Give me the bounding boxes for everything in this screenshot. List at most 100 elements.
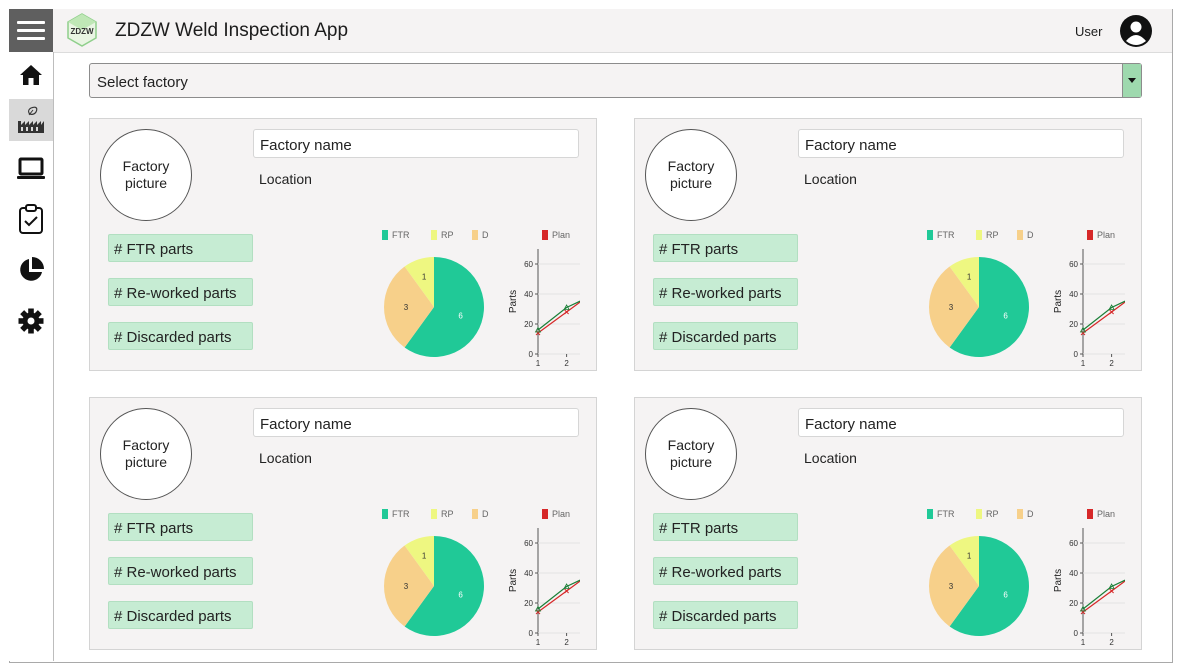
pie-legend-label: FTR	[937, 509, 955, 519]
factory-picture-label: Factory picture	[123, 158, 170, 192]
pie-legend-swatch	[472, 230, 478, 240]
pie-legend-swatch	[431, 509, 437, 519]
pie-legend-label: RP	[441, 230, 454, 240]
factory-card[interactable]: Factory picture Factory name Location # F…	[634, 118, 1142, 371]
sidebar-item-devices[interactable]	[9, 148, 53, 190]
x-tick-label: 1	[536, 359, 541, 368]
reworked-parts-stat[interactable]: # Re-worked parts	[653, 557, 798, 585]
factory-picture: Factory picture	[645, 408, 737, 500]
pie-legend-swatch	[382, 230, 388, 240]
factory-charts: FTRRPD631PlanDone020406012345DaysParts	[280, 504, 580, 649]
app-title: ZDZW Weld Inspection App	[115, 20, 348, 42]
y-tick-label: 60	[1069, 539, 1078, 548]
ftr-parts-stat[interactable]: # FTR parts	[653, 513, 798, 541]
factory-icon	[16, 105, 46, 135]
pie-legend-swatch	[976, 509, 982, 519]
pie-slice-label: 3	[404, 303, 409, 312]
factory-card[interactable]: Factory picture Factory name Location # F…	[89, 118, 597, 371]
factory-name-field[interactable]: Factory name	[798, 408, 1124, 437]
factory-name-field[interactable]: Factory name	[798, 129, 1124, 158]
x-tick-label: 2	[1109, 638, 1114, 647]
pie-slice-label: 3	[949, 582, 954, 591]
sidebar-item-home[interactable]	[9, 54, 53, 96]
factory-picture: Factory picture	[100, 408, 192, 500]
plan-point	[1110, 310, 1114, 314]
y-tick-label: 20	[1069, 599, 1078, 608]
ftr-parts-stat[interactable]: # FTR parts	[653, 234, 798, 262]
pie-slice-label: 1	[422, 273, 427, 282]
pie-legend-swatch	[1017, 230, 1023, 240]
sidebar	[9, 52, 54, 661]
y-tick-label: 40	[524, 569, 533, 578]
discarded-parts-stat[interactable]: # Discarded parts	[108, 322, 253, 350]
factory-card[interactable]: Factory picture Factory name Location # F…	[89, 397, 597, 650]
y-tick-label: 60	[1069, 260, 1078, 269]
pie-legend-label: D	[482, 230, 489, 240]
factory-name-field[interactable]: Factory name	[253, 129, 579, 158]
reworked-parts-stat[interactable]: # Re-worked parts	[108, 278, 253, 306]
pie-legend-label: RP	[986, 509, 999, 519]
pie-slice-label: 6	[458, 312, 463, 321]
discarded-parts-stat[interactable]: # Discarded parts	[653, 322, 798, 350]
plan-point	[565, 589, 569, 593]
discarded-parts-stat[interactable]: # Discarded parts	[653, 601, 798, 629]
dropdown-arrow-icon[interactable]	[1122, 64, 1141, 97]
line-series-plan	[1083, 530, 1125, 613]
home-icon	[19, 64, 43, 86]
reworked-parts-stat[interactable]: # Re-worked parts	[653, 278, 798, 306]
logo-text: ZDZW	[70, 27, 94, 36]
discarded-parts-stat[interactable]: # Discarded parts	[108, 601, 253, 629]
pie-legend-swatch	[1017, 509, 1023, 519]
y-axis-label: Parts	[1053, 290, 1064, 313]
line-series-plan	[538, 251, 580, 334]
sidebar-item-reports[interactable]	[9, 249, 53, 291]
y-tick-label: 0	[1074, 350, 1079, 359]
pie-slice-label: 6	[1003, 312, 1008, 321]
line-legend-label: Plan	[552, 230, 570, 240]
y-tick-label: 40	[1069, 290, 1078, 299]
sidebar-item-settings[interactable]	[9, 300, 53, 342]
y-tick-label: 40	[524, 290, 533, 299]
y-tick-label: 60	[524, 260, 533, 269]
factory-location: Location	[259, 171, 312, 187]
factory-picture: Factory picture	[100, 129, 192, 221]
factory-select[interactable]: Select factory	[89, 63, 1142, 98]
ftr-parts-stat[interactable]: # FTR parts	[108, 234, 253, 262]
factory-select-label: Select factory	[97, 74, 188, 91]
x-tick-label: 2	[564, 638, 569, 647]
pie-slice-label: 1	[422, 552, 427, 561]
reworked-parts-stat[interactable]: # Re-worked parts	[108, 557, 253, 585]
plan-point	[565, 310, 569, 314]
factory-name-field[interactable]: Factory name	[253, 408, 579, 437]
hamburger-menu-icon[interactable]	[9, 9, 53, 52]
factory-charts: FTRRPD631PlanDone020406012345DaysParts	[825, 225, 1125, 370]
pie-legend-label: FTR	[392, 509, 410, 519]
y-axis-label: Parts	[508, 569, 519, 592]
pie-legend-swatch	[927, 509, 933, 519]
x-tick-label: 2	[564, 359, 569, 368]
factory-charts: FTRRPD631PlanDone020406012345DaysParts	[825, 504, 1125, 649]
y-tick-label: 20	[524, 599, 533, 608]
pie-legend-label: D	[482, 509, 489, 519]
user-avatar-icon[interactable]	[1119, 14, 1153, 48]
y-axis-label: Parts	[1053, 569, 1064, 592]
pie-legend-swatch	[431, 230, 437, 240]
ftr-parts-stat[interactable]: # FTR parts	[108, 513, 253, 541]
y-tick-label: 0	[1074, 629, 1079, 638]
pie-legend-label: RP	[986, 230, 999, 240]
line-legend-swatch	[542, 509, 548, 519]
pie-legend-swatch	[927, 230, 933, 240]
pie-slice-label: 3	[404, 582, 409, 591]
pie-slice-label: 6	[1003, 591, 1008, 600]
y-tick-label: 40	[1069, 569, 1078, 578]
pie-legend-label: FTR	[937, 230, 955, 240]
factory-card[interactable]: Factory picture Factory name Location # F…	[634, 397, 1142, 650]
sidebar-item-inspections[interactable]	[9, 198, 53, 240]
x-tick-label: 1	[1081, 359, 1086, 368]
sidebar-item-factories[interactable]	[9, 99, 53, 141]
pie-slice-label: 1	[967, 273, 972, 282]
pie-slice-label: 1	[967, 552, 972, 561]
x-tick-label: 1	[1081, 638, 1086, 647]
pie-legend-swatch	[976, 230, 982, 240]
clipboard-check-icon	[18, 204, 44, 234]
